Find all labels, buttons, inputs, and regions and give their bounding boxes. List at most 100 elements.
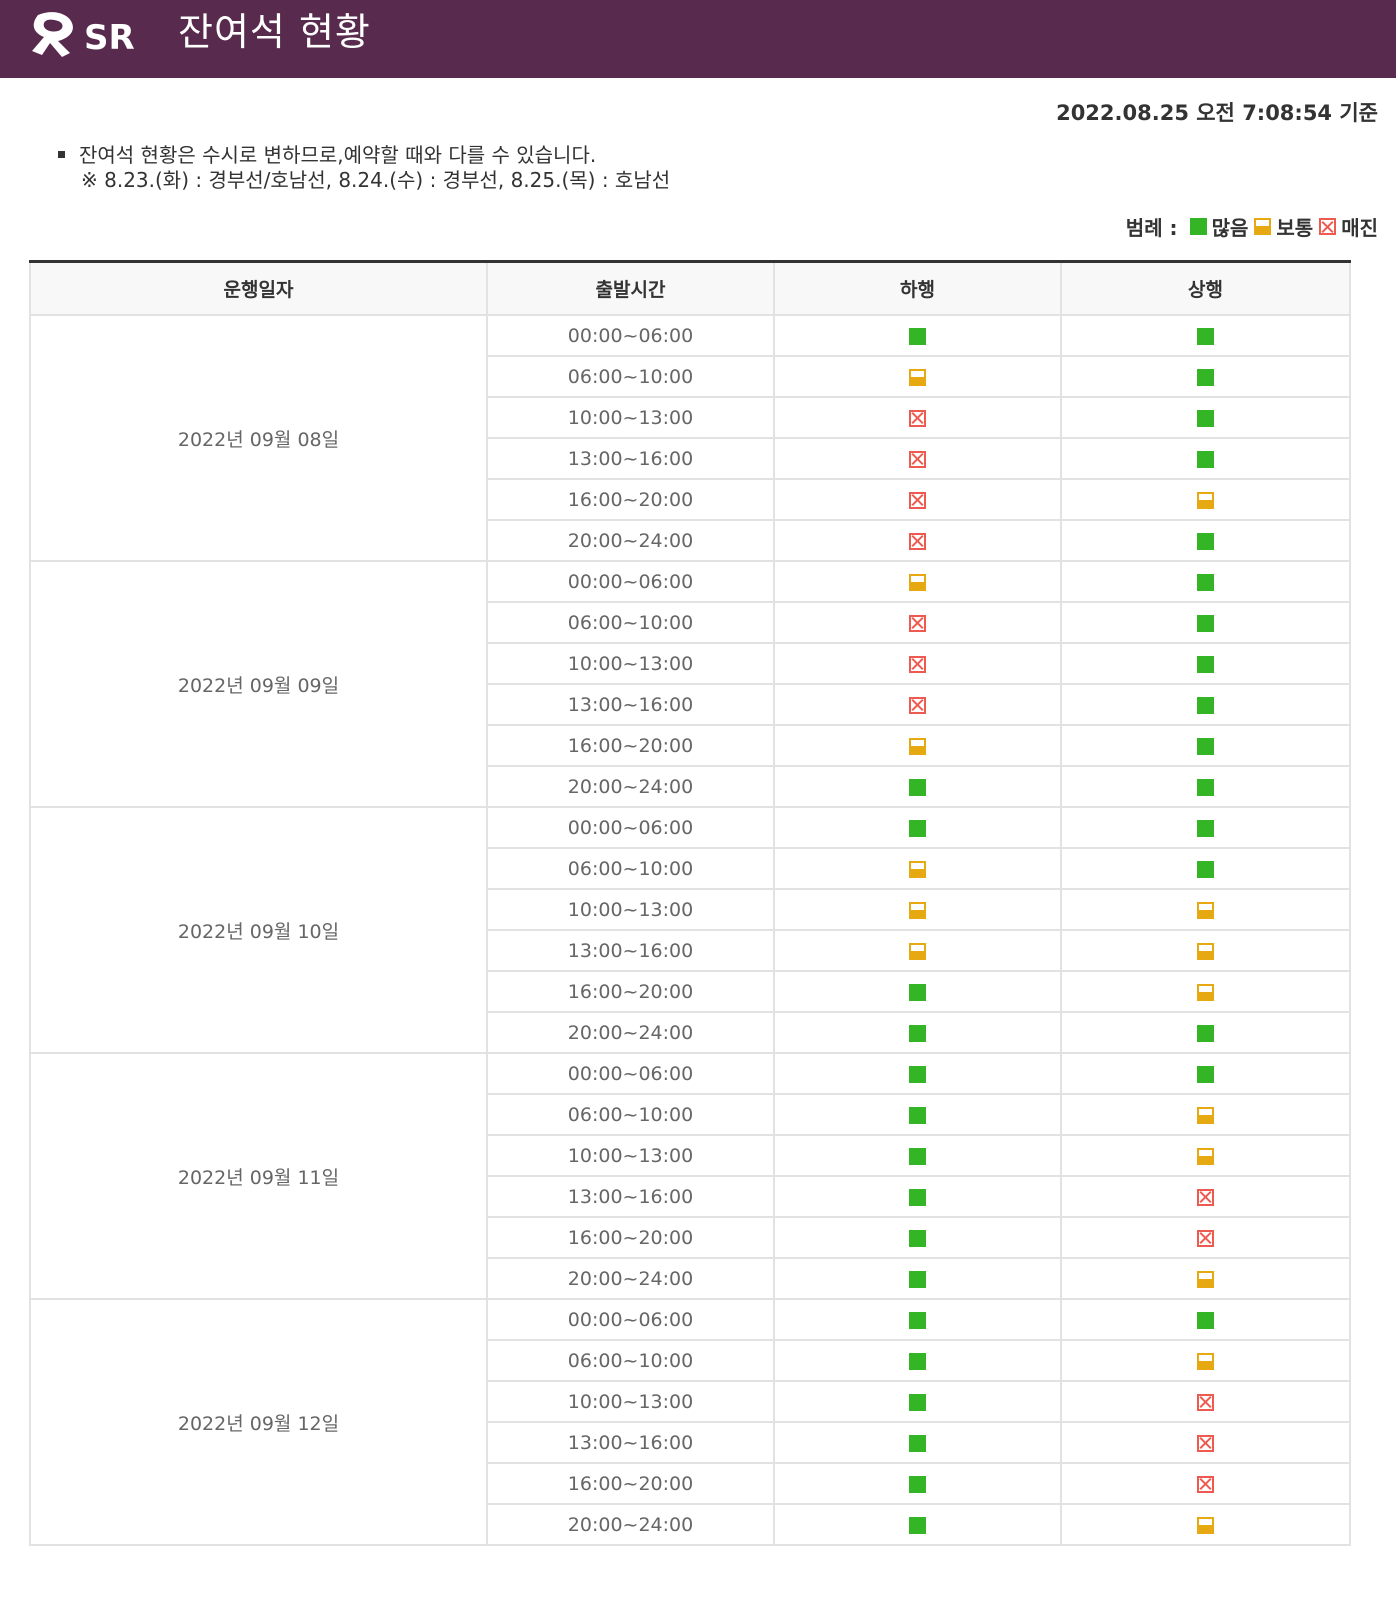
seat-normal-icon	[909, 368, 926, 386]
seat-many-icon	[1197, 614, 1214, 632]
table-row: 10:00~13:00	[30, 642, 1351, 685]
seat-many-icon	[909, 1106, 926, 1124]
seat-many-icon	[1197, 1024, 1214, 1042]
time-slot-cell: 13:00~16:00	[486, 929, 775, 972]
down-status-cell	[773, 355, 1062, 398]
seat-many-icon	[1197, 450, 1214, 468]
time-slot-cell: 00:00~06:00	[486, 806, 775, 849]
seat-sold-out-icon	[909, 491, 926, 509]
down-status-cell	[773, 601, 1062, 644]
table-row: 2022년 09월 12일 00:00~06:00	[29, 1298, 1351, 1546]
time-slot-cell: 10:00~13:00	[486, 1380, 775, 1423]
time-slot-cell: 16:00~20:00	[486, 1216, 775, 1259]
date-cell: 2022년 09월 11일	[29, 1052, 488, 1300]
time-slot-cell: 13:00~16:00	[486, 1175, 775, 1218]
legend-item-many: 많음	[1189, 212, 1249, 241]
down-status-cell	[773, 1093, 1062, 1136]
up-status-cell	[1060, 724, 1351, 767]
seat-many-icon	[909, 1311, 926, 1329]
seat-many-icon	[909, 327, 926, 345]
date-cell: 2022년 09월 12일	[29, 1298, 488, 1546]
time-slot-cell: 10:00~13:00	[486, 396, 775, 439]
logo-text: SR	[84, 18, 135, 58]
seat-many-icon	[1189, 218, 1207, 235]
timestamp: 2022.08.25 오전 7:08:54 기준	[1056, 101, 1378, 125]
notice-line-2: ※ 8.23.(화) : 경부선/호남선, 8.24.(수) : 경부선, 8.…	[81, 168, 671, 192]
down-status-cell	[773, 1462, 1062, 1505]
time-slot-cell: 20:00~24:00	[486, 1503, 775, 1546]
up-status-cell	[1060, 929, 1351, 972]
seat-normal-icon	[1197, 901, 1214, 919]
down-status-cell	[773, 314, 1062, 357]
seat-many-icon	[909, 983, 926, 1001]
seat-normal-icon	[1197, 491, 1214, 509]
time-slot-cell: 20:00~24:00	[486, 1011, 775, 1054]
down-status-cell	[773, 396, 1062, 439]
table-row: 2022년 09월 09일 00:00~06:00	[29, 560, 1351, 808]
table-row: 20:00~24:00	[30, 765, 1351, 808]
seat-many-icon	[909, 1393, 926, 1411]
down-status-cell	[773, 1175, 1062, 1218]
seat-many-icon	[1197, 573, 1214, 591]
down-status-cell	[773, 806, 1062, 849]
seat-many-icon	[1197, 532, 1214, 550]
time-slot-cell: 10:00~13:00	[486, 1134, 775, 1177]
table-row: 16:00~20:00	[30, 478, 1351, 521]
up-status-cell	[1060, 519, 1351, 562]
time-slot-cell: 00:00~06:00	[486, 1052, 775, 1095]
seat-normal-icon	[1254, 218, 1272, 235]
legend-sold-label: 매진	[1341, 216, 1378, 240]
table-row: 06:00~10:00	[30, 601, 1351, 644]
time-slot-cell: 10:00~13:00	[486, 642, 775, 685]
seat-many-icon	[1197, 696, 1214, 714]
notice: 잔여석 현황은 수시로 변하므로,예약할 때와 다를 수 있습니다. ※ 8.2…	[58, 143, 670, 193]
seat-normal-icon	[909, 942, 926, 960]
down-status-cell	[773, 888, 1062, 931]
table-row: 20:00~24:00	[30, 519, 1351, 562]
seat-many-icon	[909, 1270, 926, 1288]
seat-normal-icon	[909, 573, 926, 591]
down-status-cell	[773, 970, 1062, 1013]
up-status-cell	[1060, 970, 1351, 1013]
seat-normal-icon	[909, 860, 926, 878]
seat-many-icon	[909, 1188, 926, 1206]
table-row: 16:00~20:00	[30, 970, 1351, 1013]
table-body: 2022년 09월 08일 00:00~06:00 06:00~10:00 10:00…	[29, 314, 1351, 1546]
down-status-cell	[773, 1380, 1062, 1423]
down-status-cell	[773, 560, 1062, 603]
up-status-cell	[1060, 888, 1351, 931]
legend-many-label: 많음	[1211, 216, 1249, 240]
table-row: 20:00~24:00	[30, 1503, 1351, 1546]
seat-sold-out-icon	[909, 655, 926, 673]
time-slot-cell: 20:00~24:00	[486, 519, 775, 562]
seat-many-icon	[1197, 327, 1214, 345]
seat-many-icon	[1197, 655, 1214, 673]
table-row: 20:00~24:00	[30, 1011, 1351, 1054]
seat-many-icon	[1197, 860, 1214, 878]
table-row: 16:00~20:00	[30, 1462, 1351, 1505]
up-status-cell	[1060, 560, 1351, 603]
header-down: 하행	[773, 260, 1062, 316]
time-slot-cell: 06:00~10:00	[486, 601, 775, 644]
seat-many-icon	[909, 1475, 926, 1493]
sr-logo: SR	[28, 9, 153, 61]
legend-label: 범례 :	[1125, 216, 1178, 240]
up-status-cell	[1060, 314, 1351, 357]
time-slot-cell: 13:00~16:00	[486, 437, 775, 480]
down-status-cell	[773, 642, 1062, 685]
seat-many-icon	[1197, 819, 1214, 837]
up-status-cell	[1060, 1175, 1351, 1218]
seat-many-icon	[909, 1352, 926, 1370]
down-status-cell	[773, 1503, 1062, 1546]
down-status-cell	[773, 683, 1062, 726]
up-status-cell	[1060, 1380, 1351, 1423]
seat-status-table: 운행일자 출발시간 하행 상행 2022년 09월 08일 00:00~06:00…	[29, 260, 1351, 1546]
seat-many-icon	[909, 1024, 926, 1042]
down-status-cell	[773, 724, 1062, 767]
time-slot-cell: 06:00~10:00	[486, 1339, 775, 1382]
seat-normal-icon	[1197, 1516, 1214, 1534]
table-row: 10:00~13:00	[30, 1380, 1351, 1423]
seat-sold-out-icon	[1197, 1393, 1214, 1411]
up-status-cell	[1060, 355, 1351, 398]
seat-sold-out-icon	[909, 450, 926, 468]
